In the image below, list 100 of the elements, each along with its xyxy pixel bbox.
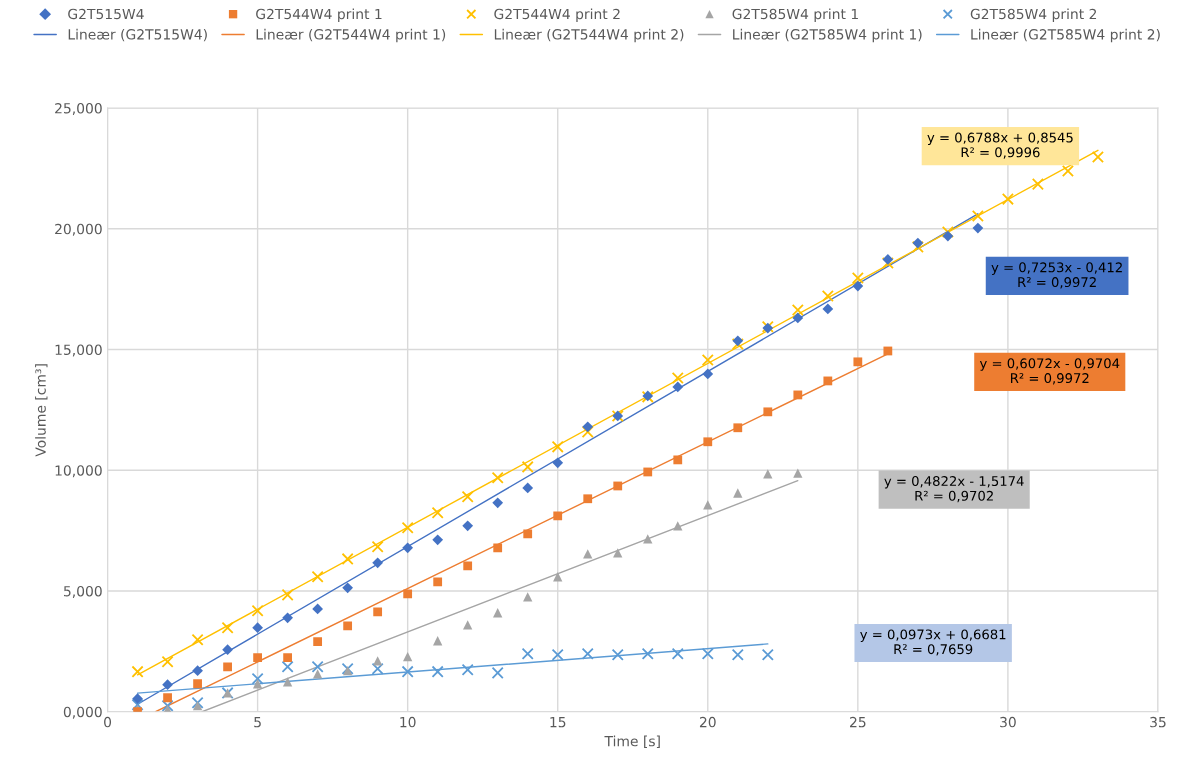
point — [371, 540, 384, 553]
point — [971, 209, 984, 223]
annotation: y = 0,7253x - 0,412 R² = 0,9972 — [991, 262, 1122, 289]
point — [193, 679, 202, 689]
point — [192, 701, 203, 711]
point — [523, 529, 533, 539]
point — [403, 589, 413, 599]
point — [373, 656, 383, 666]
point — [162, 679, 173, 691]
point — [253, 653, 262, 663]
y-tick-label: 20,000 — [55, 223, 102, 236]
y-tick-label: 10,000 — [55, 465, 102, 478]
point — [252, 679, 263, 689]
point — [941, 225, 954, 238]
point — [702, 368, 714, 380]
point — [761, 648, 774, 661]
point — [881, 257, 894, 270]
legend-label: G2T585W4 print 2 — [970, 8, 1097, 22]
point — [281, 588, 294, 601]
point — [611, 648, 624, 661]
annotation: y = 0,6788x + 0,8545 R² = 0,9996 — [927, 132, 1073, 159]
point — [671, 371, 684, 385]
legend-label: Lineær (G2T544W4 print 2) — [494, 28, 684, 43]
y-axis-title: Volume [cm³] — [35, 364, 48, 457]
point — [311, 570, 324, 583]
point — [581, 647, 594, 660]
point — [163, 693, 172, 703]
point — [701, 353, 714, 366]
point — [492, 497, 504, 509]
x-tick-label: 10 — [400, 716, 416, 728]
point — [282, 612, 293, 624]
point — [1091, 151, 1104, 164]
point — [763, 469, 773, 479]
point — [222, 644, 233, 656]
x-tick-label: 25 — [850, 716, 866, 728]
legend-label: Lineær (G2T585W4 print 2) — [971, 28, 1160, 43]
point — [223, 662, 232, 672]
point — [431, 506, 444, 519]
point — [192, 665, 203, 677]
point — [791, 303, 804, 316]
point — [461, 490, 474, 503]
point — [853, 357, 863, 367]
point — [703, 437, 713, 447]
point — [313, 637, 323, 647]
x-tick-label: 15 — [550, 717, 566, 728]
point — [493, 608, 503, 618]
point — [732, 335, 744, 347]
x-tick-label: 0 — [104, 716, 112, 728]
point — [582, 421, 594, 433]
point — [521, 460, 534, 473]
y-tick-label: 5,000 — [64, 585, 102, 598]
point — [463, 620, 473, 630]
point — [852, 280, 864, 292]
point — [131, 665, 144, 678]
point — [552, 457, 564, 469]
point — [132, 693, 143, 705]
point — [821, 289, 834, 302]
x-tick-label: 20 — [699, 716, 716, 728]
point — [643, 467, 653, 477]
point — [403, 652, 413, 662]
point — [491, 471, 504, 484]
point — [251, 672, 264, 685]
point — [671, 647, 684, 660]
point — [823, 376, 833, 386]
point — [191, 633, 204, 646]
x-tick-label: 35 — [1150, 716, 1166, 728]
legend-label: Lineær (G2T515W4) — [68, 28, 207, 42]
point — [251, 604, 264, 617]
x-tick-label: 30 — [1000, 716, 1016, 728]
point — [613, 481, 623, 491]
point — [641, 647, 654, 660]
point — [733, 488, 743, 498]
annotation: y = 0,0973x + 0,6681 R² = 0,7659 — [860, 629, 1006, 656]
point — [371, 662, 384, 675]
x-tick-label: 5 — [254, 717, 261, 728]
point — [402, 542, 414, 554]
point — [252, 622, 263, 634]
point — [131, 698, 144, 711]
point — [581, 425, 594, 438]
legend-label: G2T544W4 print 2 — [494, 8, 620, 22]
point — [461, 663, 474, 676]
y-tick-label: 0,000 — [63, 706, 102, 719]
point — [972, 222, 984, 234]
point — [283, 653, 293, 663]
x-axis-title: Time [s] — [604, 735, 660, 748]
point — [883, 346, 893, 356]
point — [282, 677, 293, 687]
point — [882, 254, 894, 265]
point — [342, 582, 354, 594]
y-tick-label: 25,000 — [55, 103, 102, 115]
point — [373, 607, 383, 617]
point — [911, 240, 924, 253]
point — [312, 669, 323, 679]
legend-label: G2T544W4 print 1 — [256, 8, 382, 22]
point — [792, 312, 804, 324]
point — [1031, 178, 1044, 191]
point — [281, 660, 294, 673]
annotation: y = 0,6072x - 0,9704 R² = 0,9972 — [979, 358, 1120, 385]
point — [942, 230, 954, 242]
point — [551, 648, 564, 661]
